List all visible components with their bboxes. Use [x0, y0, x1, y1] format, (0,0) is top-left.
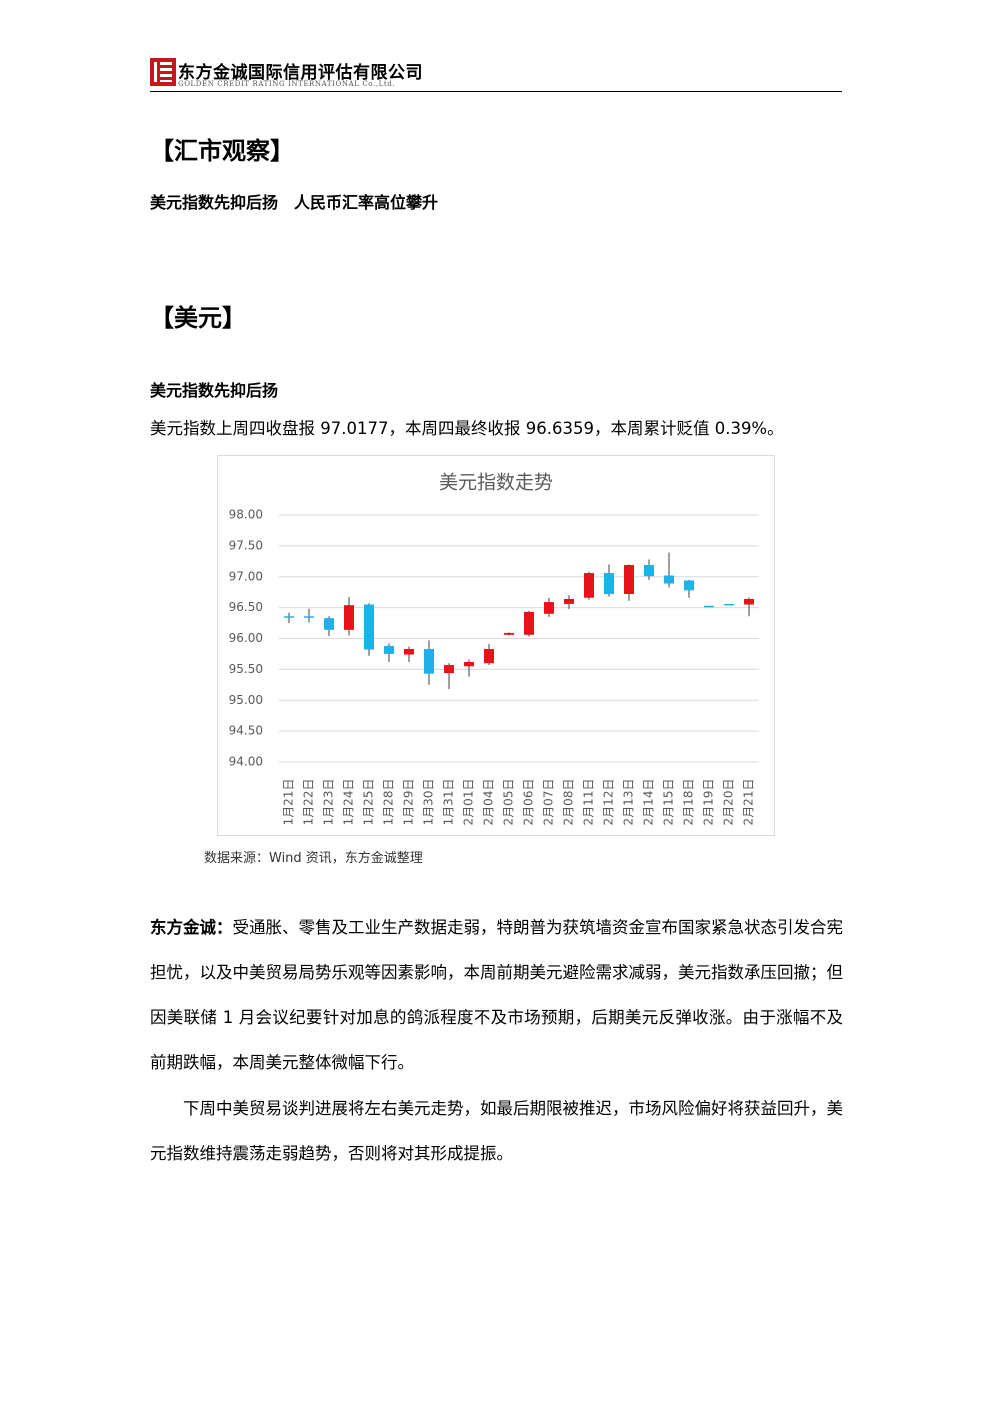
y-tick-label: 94.00	[229, 755, 263, 769]
candle-body	[684, 580, 694, 591]
section-subtitle: 美元指数先抑后扬 人民币汇率高位攀升	[150, 193, 439, 212]
candle-body	[404, 648, 414, 655]
x-tick-label: 1月29日	[402, 779, 416, 826]
candle-body	[464, 661, 474, 667]
x-tick-label: 2月05日	[502, 779, 516, 826]
candle-body	[504, 632, 514, 635]
x-tick-label: 1月23日	[322, 779, 336, 826]
outlook-text: 下周中美贸易谈判进展将左右美元走势，如最后期限被推迟，市场风险偏好将获益回升，美…	[150, 1099, 843, 1163]
x-tick-label: 2月06日	[522, 779, 536, 826]
candle-body	[344, 605, 354, 630]
x-tick-label: 2月04日	[482, 779, 496, 826]
source-note: 数据来源：Wind 资讯，东方金诚整理	[204, 851, 423, 866]
comment-label: 东方金诚：	[150, 918, 233, 937]
y-tick-label: 97.00	[229, 569, 263, 583]
x-tick-label: 2月13日	[622, 779, 636, 826]
x-tick-label: 2月08日	[562, 779, 576, 826]
candle-body	[564, 598, 574, 604]
section-subtitle: 美元指数先抑后扬	[150, 381, 279, 400]
candle-body	[444, 665, 454, 674]
x-tick-label: 1月25日	[362, 779, 376, 826]
candle-body	[704, 605, 714, 608]
y-tick-label: 95.00	[229, 693, 263, 707]
candle-body	[584, 573, 594, 598]
candle-body	[544, 602, 554, 614]
candle-body	[624, 565, 634, 595]
section-title: 【美元】	[150, 304, 246, 332]
comment-text: 东方金诚：受通胀、零售及工业生产数据走弱，特朗普为获筑墙资金宣布国家紧急状态引发…	[150, 905, 843, 1085]
y-tick-label: 98.00	[229, 508, 263, 522]
comment-body: 受通胀、零售及工业生产数据走弱，特朗普为获筑墙资金宣布国家紧急状态引发合宪担忧，…	[150, 918, 843, 1072]
x-tick-label: 1月28日	[382, 779, 396, 826]
candle-body	[644, 565, 654, 577]
chart-frame	[217, 455, 775, 836]
x-tick-label: 2月12日	[602, 779, 616, 826]
x-tick-label: 2月14日	[642, 779, 656, 826]
company-name: 东方金诚国际信用评估有限公司	[178, 63, 423, 83]
chart: 美元指数走势 94.00 94.50 95.00 95.50 96.00 96.50 97.…	[217, 455, 775, 836]
y-tick-label: 97.50	[229, 538, 263, 552]
x-tick-label: 1月31日	[442, 779, 456, 826]
x-tick-label: 1月21日	[282, 779, 296, 826]
x-tick-label: 2月19日	[702, 779, 716, 826]
x-tick-label: 1月22日	[302, 779, 316, 826]
y-tick-label: 95.50	[229, 662, 263, 676]
x-tick-label: 2月11日	[582, 779, 596, 826]
company-name-en: GOLDEN CREDIT RATING INTERNATIONAL Co.,L…	[178, 80, 396, 88]
candle-body	[724, 603, 734, 606]
candle-body	[364, 604, 374, 650]
header-rule	[150, 91, 842, 92]
logo	[150, 58, 176, 86]
x-tick-label: 2月01日	[462, 779, 476, 826]
candle-body	[604, 573, 614, 595]
y-tick-label: 96.50	[229, 600, 263, 614]
candle-body	[284, 616, 294, 618]
x-tick-label: 1月30日	[422, 779, 436, 826]
intro-text: 美元指数上周四收盘报 97.0177，本周四最终收报 96.6359，本周累计贬…	[150, 419, 784, 438]
x-tick-label: 2月20日	[722, 779, 736, 826]
section-title: 【汇市观察】	[150, 137, 294, 165]
x-tick-label: 2月07日	[542, 779, 556, 826]
candle-body	[324, 618, 334, 630]
x-tick-label: 2月18日	[682, 779, 696, 826]
candle-body	[304, 616, 314, 618]
candle-body	[424, 648, 434, 674]
x-tick-label: 2月21日	[742, 779, 756, 826]
candle-body	[484, 648, 494, 664]
x-tick-label: 1月24日	[342, 779, 356, 826]
candle-body	[384, 645, 394, 654]
y-tick-label: 94.50	[229, 724, 263, 738]
candle-body	[744, 598, 754, 605]
chart-title: 美元指数走势	[439, 472, 553, 494]
candle-body	[524, 611, 534, 635]
x-tick-label: 2月15日	[662, 779, 676, 826]
y-tick-label: 96.00	[229, 631, 263, 645]
candle-body	[664, 575, 674, 584]
